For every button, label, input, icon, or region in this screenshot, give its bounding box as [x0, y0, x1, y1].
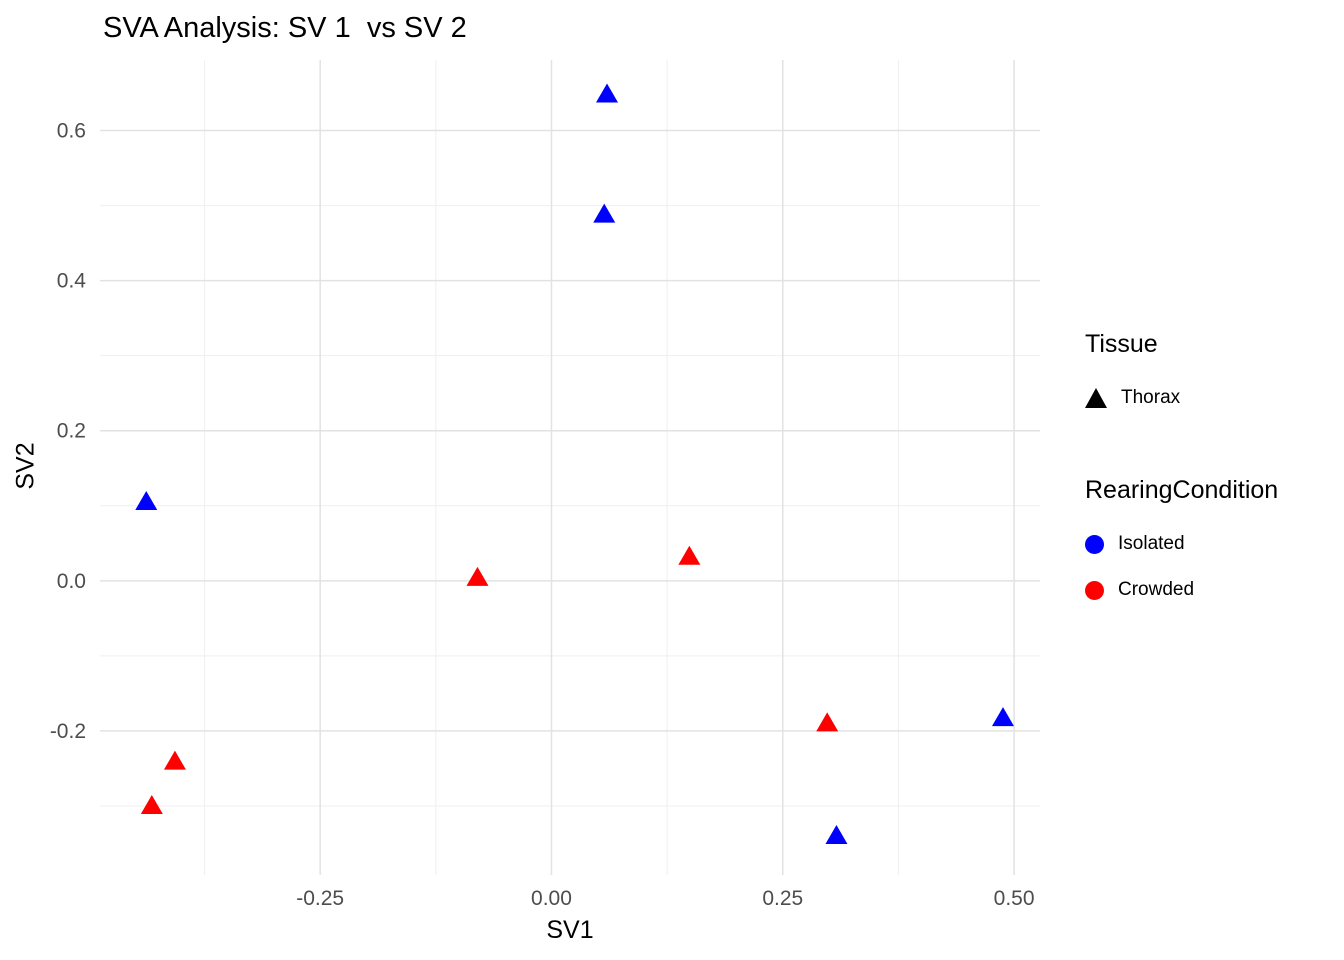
y-tick-label: 0.6 — [57, 120, 86, 143]
data-point-isolated — [991, 707, 1014, 727]
y-tick-label: 0.0 — [57, 570, 86, 593]
x-tick-label: 0.50 — [994, 887, 1035, 910]
x-tick-label: 0.25 — [762, 887, 803, 910]
legend-item-label: Thorax — [1121, 387, 1181, 408]
legend-item-isolated: Isolated — [1085, 521, 1340, 567]
data-point-isolated — [825, 824, 848, 844]
data-point-isolated — [596, 83, 619, 103]
data-point-crowded — [816, 712, 839, 732]
isolated-circle-icon — [1085, 534, 1104, 554]
legend-item-thorax: Thorax — [1085, 375, 1340, 421]
crowded-circle-icon — [1085, 580, 1104, 600]
y-tick-label: 0.2 — [57, 420, 86, 443]
thorax-triangle-icon — [1085, 388, 1107, 408]
y-tick-label: -0.2 — [50, 720, 86, 743]
data-point-isolated — [593, 203, 616, 223]
legend-item-crowded: Crowded — [1085, 567, 1340, 613]
legend-group-title-rearing-condition: RearingCondition — [1085, 476, 1279, 504]
legend-group-rearing-condition: RearingCondition Isolated Crowded — [1085, 476, 1340, 613]
x-axis-label: SV1 — [546, 916, 594, 944]
y-tick-label: 0.4 — [57, 270, 87, 293]
data-point-crowded — [140, 794, 163, 814]
data-point-isolated — [135, 491, 158, 511]
legend-item-label: Isolated — [1118, 533, 1185, 554]
x-tick-label: -0.25 — [296, 887, 344, 910]
data-point-crowded — [678, 545, 701, 565]
legend-group-title-tissue: Tissue — [1085, 330, 1158, 358]
legend: Tissue Thorax RearingCondition Isolated … — [1085, 330, 1340, 613]
legend-item-label: Crowded — [1118, 579, 1195, 600]
legend-group-tissue: Tissue Thorax — [1085, 330, 1340, 421]
chart-title: SVA Analysis: SV 1 vs SV 2 — [103, 12, 467, 44]
x-tick-label: 0.00 — [531, 887, 572, 910]
data-point-crowded — [163, 750, 186, 770]
data-point-crowded — [466, 566, 489, 586]
